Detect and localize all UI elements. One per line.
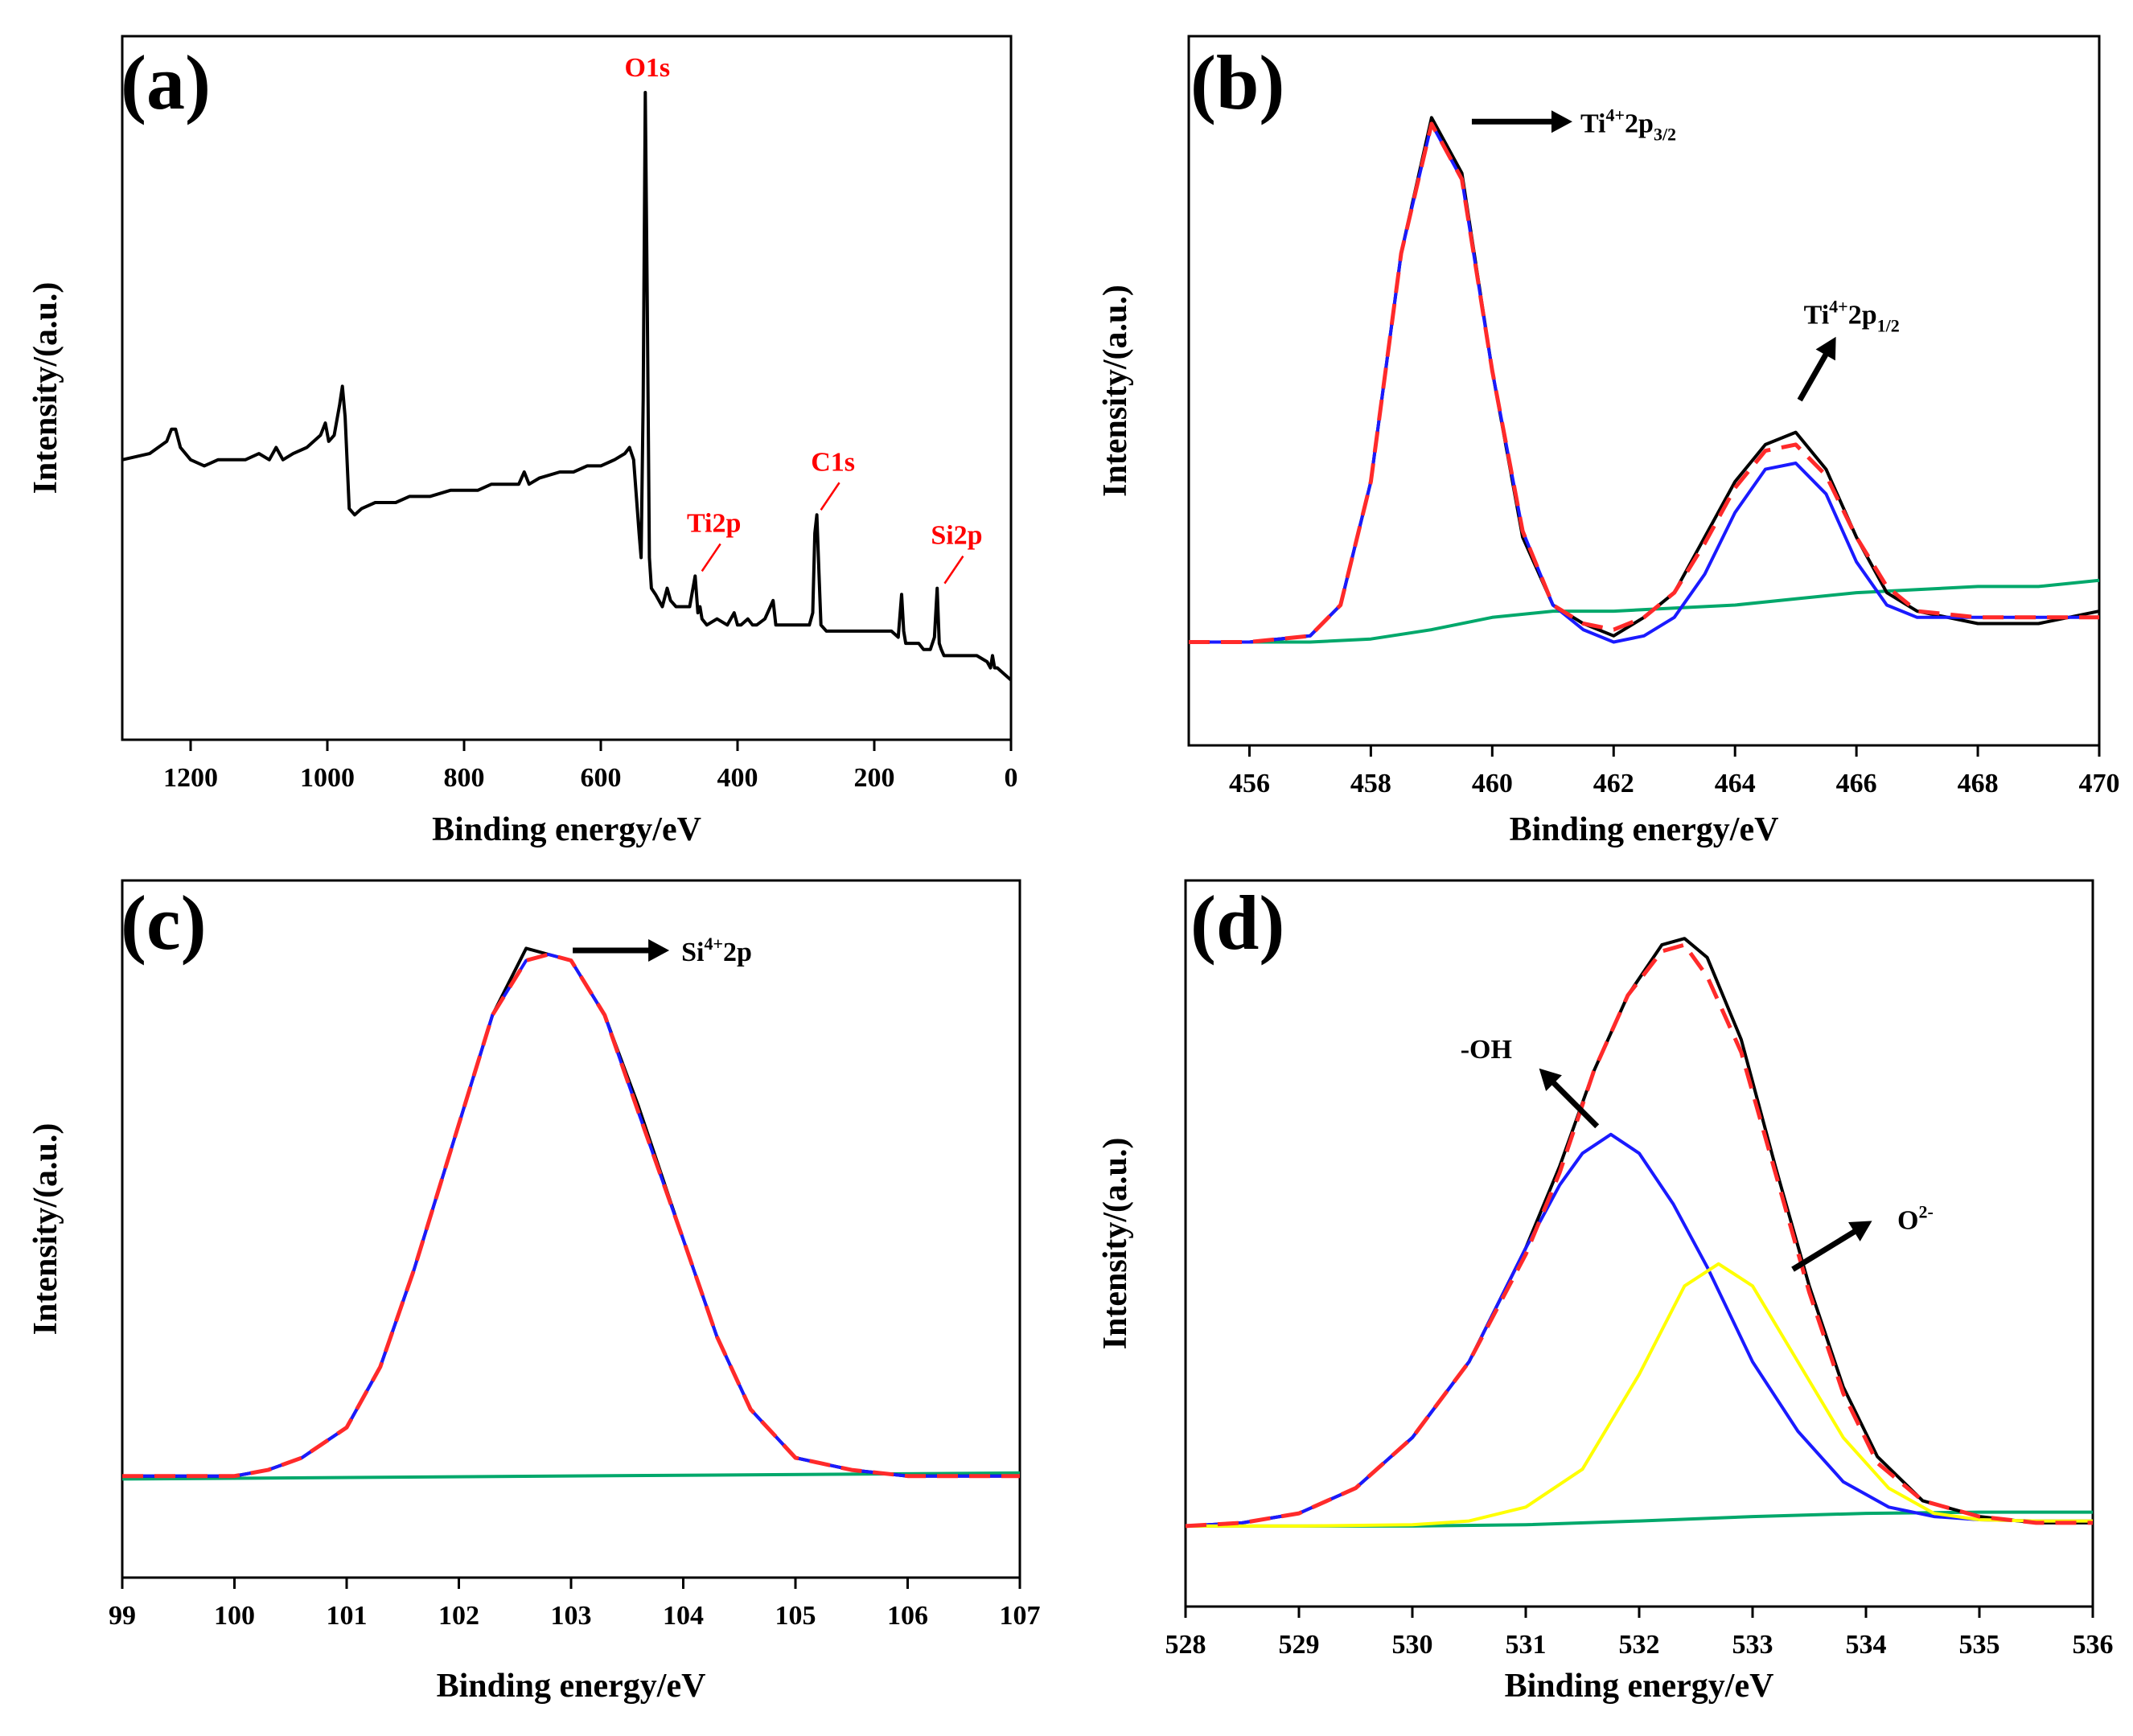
panel-letter: (d)	[1190, 880, 1284, 966]
x-tick-label: 532	[1619, 1630, 1660, 1660]
x-tick-label: 800	[444, 763, 485, 793]
series-envelope	[1185, 942, 2093, 1529]
x-axis-title: Binding energy/eV	[1510, 811, 1779, 848]
y-axis-title: Intensity/(a.u.)	[1097, 285, 1134, 497]
series-o2-	[1186, 1262, 2093, 1528]
panel-letter: (a)	[121, 39, 211, 125]
plot-frame	[1184, 879, 2094, 1608]
peak-leader-line	[701, 543, 721, 573]
x-tick-label: 535	[1959, 1630, 2000, 1660]
x-tick-label: 468	[1958, 769, 1999, 798]
peak-label-si2p: Si2p	[931, 521, 982, 551]
x-axis-title: Binding energy/eV	[437, 1668, 706, 1705]
x-tick-label: 529	[1279, 1630, 1320, 1660]
x-tick-label: 531	[1506, 1630, 1547, 1660]
annotation-arrow	[1791, 1222, 1867, 1272]
annotation-label: Si4+2p	[681, 934, 752, 967]
panel-b: 456 458 460 462 464 466 468 470 Binding energy/e…	[1097, 35, 2120, 848]
x-tick-label: 530	[1392, 1630, 1433, 1660]
x-tick-label: 600	[581, 763, 622, 793]
panel-letter: (b)	[1190, 39, 1284, 125]
x-tick-label: 0	[1005, 763, 1018, 793]
x-tick-label: 462	[1593, 769, 1634, 798]
x-tick-label: 536	[2073, 1630, 2114, 1660]
peak-label-o1s: O1s	[624, 53, 670, 83]
series-envelope	[1189, 121, 2099, 644]
annotation-label: -OH	[1461, 1035, 1512, 1065]
x-tick-label: 106	[887, 1601, 928, 1631]
x-tick-label: 400	[717, 763, 758, 793]
series-si4-2p-fit	[122, 953, 1020, 1478]
x-tick-label: 470	[2079, 769, 2120, 798]
y-axis-title: Intensity/(a.u.)	[27, 282, 64, 495]
series-raw	[1185, 937, 2093, 1528]
series-raw	[122, 946, 1020, 1478]
x-tick-label: 105	[775, 1601, 816, 1631]
x-tick-label: 466	[1836, 769, 1877, 798]
annotation-arrowhead	[648, 938, 670, 962]
peak-label-c1s: C1s	[811, 447, 855, 477]
series-background	[121, 1471, 1021, 1481]
x-tick-label: 102	[438, 1601, 479, 1631]
series-background	[1189, 578, 2100, 644]
x-tick-label: 460	[1472, 769, 1513, 798]
annotation-label: O2-	[1897, 1202, 1934, 1236]
x-tick-label: 534	[1846, 1630, 1887, 1660]
annotation-arrowhead	[1551, 110, 1572, 133]
x-tick-label: 458	[1350, 769, 1391, 798]
x-tick-label: 533	[1732, 1630, 1773, 1660]
x-axis-title: Binding energy/eV	[432, 811, 701, 848]
annotation-label: Ti4+2p1/2	[1804, 297, 1900, 336]
x-tick-label: 103	[551, 1601, 592, 1631]
series--oh	[1185, 1132, 2093, 1528]
panel-letter: (c)	[121, 880, 207, 966]
peak-leader-line	[943, 555, 964, 585]
y-axis-title: Intensity/(a.u.)	[1097, 1138, 1134, 1350]
x-tick-label: 200	[854, 763, 895, 793]
x-tick-label: 528	[1165, 1630, 1206, 1660]
x-tick-label: 456	[1229, 769, 1270, 798]
annotation-label: Ti4+2p3/2	[1580, 105, 1676, 144]
x-tick-label: 1000	[300, 763, 355, 793]
x-tick-label: 107	[1000, 1601, 1041, 1631]
x-tick-label: 1200	[163, 763, 218, 793]
x-tick-label: 104	[663, 1601, 704, 1631]
panel-a: 1200 1000 800 600 400 200 0 Binding energy/eV In…	[27, 35, 1018, 848]
panel-c: 99 100 101 102 103 104 105 106 107 Binding energy…	[27, 879, 1041, 1705]
x-tick-label: 464	[1715, 769, 1756, 798]
series-survey	[121, 91, 1013, 682]
series-ti4-2p3-2-fit	[1189, 121, 2099, 644]
plot-frame	[1187, 35, 2101, 747]
panel-d: 528 529 530 531 532 533 534 535 536 Binding energ…	[1097, 879, 2114, 1705]
y-axis-title: Intensity/(a.u.)	[27, 1123, 64, 1336]
annotation-arrowhead	[1815, 336, 1836, 361]
x-axis-title: Binding energy/eV	[1505, 1668, 1774, 1705]
x-tick-label: 99	[109, 1601, 136, 1631]
annotation-arrowhead	[1539, 1068, 1562, 1091]
series-envelope	[122, 952, 1020, 1479]
plot-frame	[121, 35, 1013, 741]
series-raw	[1189, 116, 2100, 644]
x-tick-label: 100	[214, 1601, 255, 1631]
annotation-arrowhead	[1848, 1221, 1872, 1241]
peak-label-ti2p: Ti2p	[687, 508, 741, 538]
x-tick-label: 101	[327, 1601, 368, 1631]
peak-leader-line	[820, 482, 840, 511]
